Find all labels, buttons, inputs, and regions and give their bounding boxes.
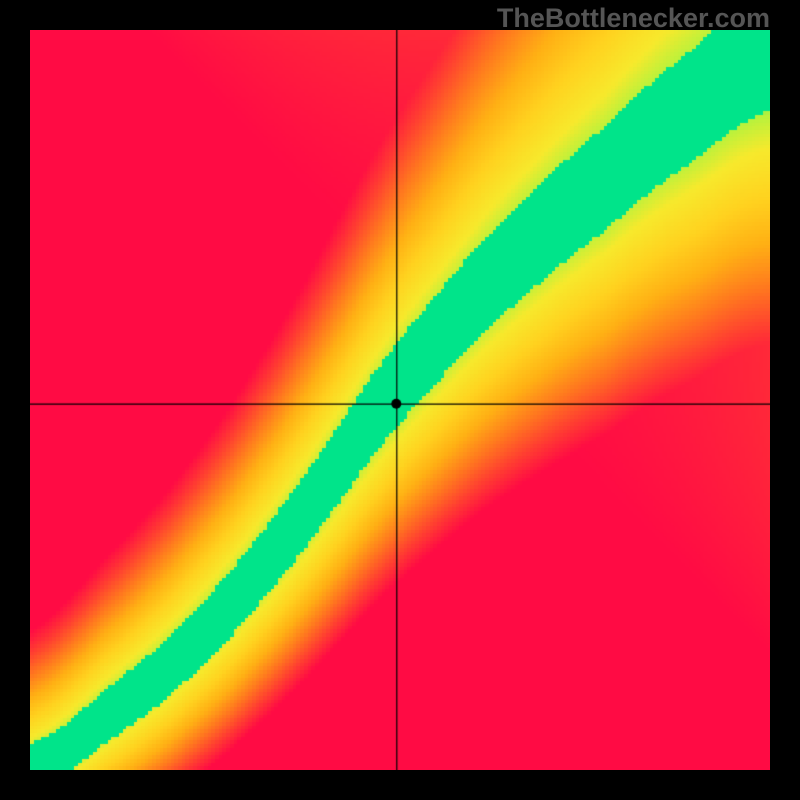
watermark-text: TheBottlenecker.com bbox=[497, 3, 770, 34]
bottleneck-heatmap bbox=[30, 30, 770, 770]
